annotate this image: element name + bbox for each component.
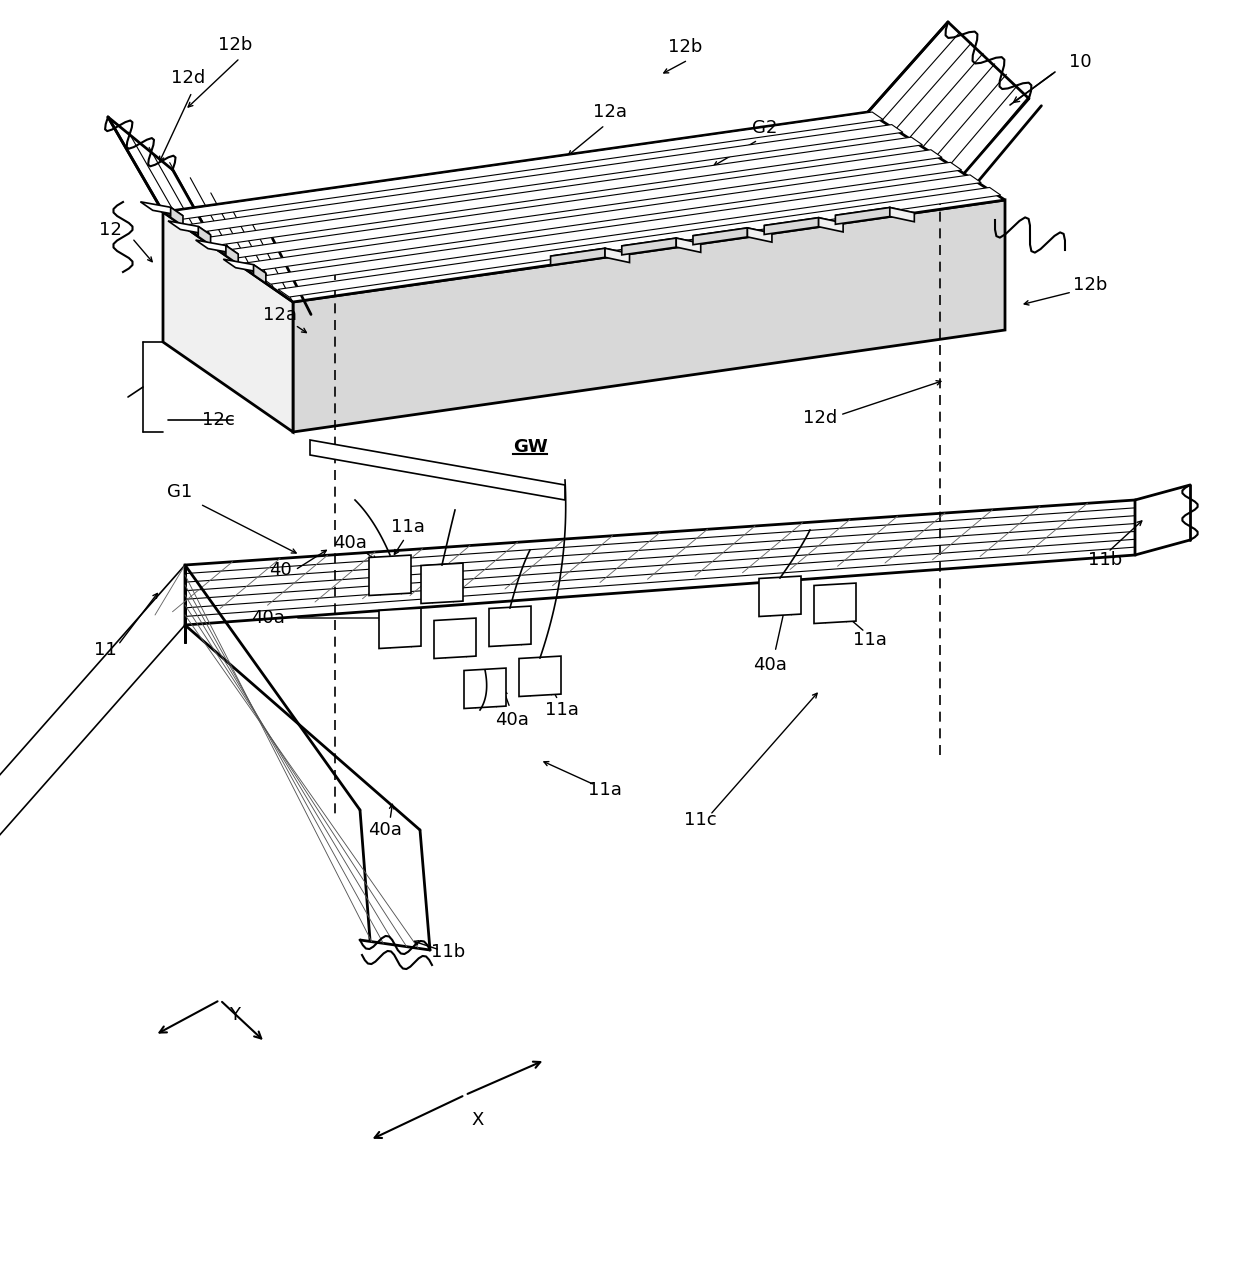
Text: 11c: 11c	[683, 811, 717, 829]
Text: 11a: 11a	[546, 701, 579, 719]
Text: 12c: 12c	[202, 411, 234, 428]
Polygon shape	[693, 228, 748, 244]
Polygon shape	[836, 207, 914, 220]
Polygon shape	[171, 207, 184, 226]
Text: 12b: 12b	[218, 36, 252, 54]
Polygon shape	[162, 212, 293, 432]
Text: 11: 11	[94, 641, 117, 659]
Text: 12d: 12d	[171, 69, 205, 87]
Polygon shape	[434, 618, 476, 659]
Text: 11a: 11a	[588, 781, 622, 799]
Text: GW: GW	[512, 437, 547, 457]
Text: 10: 10	[1069, 52, 1091, 72]
Text: X: X	[471, 1111, 484, 1129]
Polygon shape	[253, 265, 265, 283]
Text: 11a: 11a	[853, 631, 887, 648]
Text: G1: G1	[167, 483, 192, 501]
Text: 12b: 12b	[1073, 276, 1107, 294]
Polygon shape	[422, 563, 463, 604]
Polygon shape	[489, 606, 531, 646]
Text: G2: G2	[753, 119, 777, 137]
Polygon shape	[693, 228, 773, 240]
Text: 11b: 11b	[1087, 551, 1122, 569]
Polygon shape	[836, 207, 890, 224]
Polygon shape	[241, 162, 962, 271]
Polygon shape	[520, 656, 560, 697]
Text: 12d: 12d	[802, 409, 837, 427]
Text: Y: Y	[229, 1007, 241, 1024]
Polygon shape	[203, 137, 923, 246]
Polygon shape	[166, 113, 883, 220]
Polygon shape	[140, 202, 184, 216]
Polygon shape	[551, 248, 630, 261]
Polygon shape	[813, 583, 856, 623]
Text: 40a: 40a	[368, 821, 402, 839]
Polygon shape	[222, 150, 942, 258]
Polygon shape	[818, 217, 843, 231]
Polygon shape	[196, 240, 238, 255]
Text: 12a: 12a	[593, 104, 627, 122]
Polygon shape	[185, 500, 1135, 625]
Polygon shape	[676, 238, 701, 252]
Text: 11b: 11b	[430, 943, 465, 961]
Polygon shape	[169, 221, 211, 235]
Text: 40a: 40a	[250, 609, 285, 627]
Polygon shape	[370, 555, 410, 596]
Text: 40a: 40a	[334, 535, 367, 553]
Text: 12: 12	[98, 221, 122, 239]
Polygon shape	[0, 565, 185, 838]
Polygon shape	[621, 238, 676, 255]
Polygon shape	[890, 207, 914, 221]
Text: 40a: 40a	[753, 656, 787, 674]
Polygon shape	[278, 188, 1001, 297]
Polygon shape	[764, 217, 818, 234]
Text: 11a: 11a	[391, 518, 425, 536]
Polygon shape	[621, 238, 701, 251]
Polygon shape	[198, 226, 211, 246]
Polygon shape	[162, 113, 1004, 302]
Polygon shape	[223, 260, 265, 274]
Polygon shape	[379, 608, 422, 648]
Polygon shape	[293, 200, 1004, 432]
Polygon shape	[185, 124, 903, 233]
Polygon shape	[764, 217, 843, 230]
Polygon shape	[605, 248, 630, 262]
Polygon shape	[759, 576, 801, 616]
Polygon shape	[464, 668, 506, 709]
Text: 40a: 40a	[495, 711, 529, 729]
Polygon shape	[310, 440, 565, 500]
Polygon shape	[259, 175, 981, 284]
Polygon shape	[748, 228, 773, 242]
Text: 12b: 12b	[668, 38, 702, 56]
Polygon shape	[551, 248, 605, 265]
Polygon shape	[226, 246, 238, 263]
Text: 12a: 12a	[263, 306, 298, 324]
Text: 40: 40	[269, 561, 291, 579]
